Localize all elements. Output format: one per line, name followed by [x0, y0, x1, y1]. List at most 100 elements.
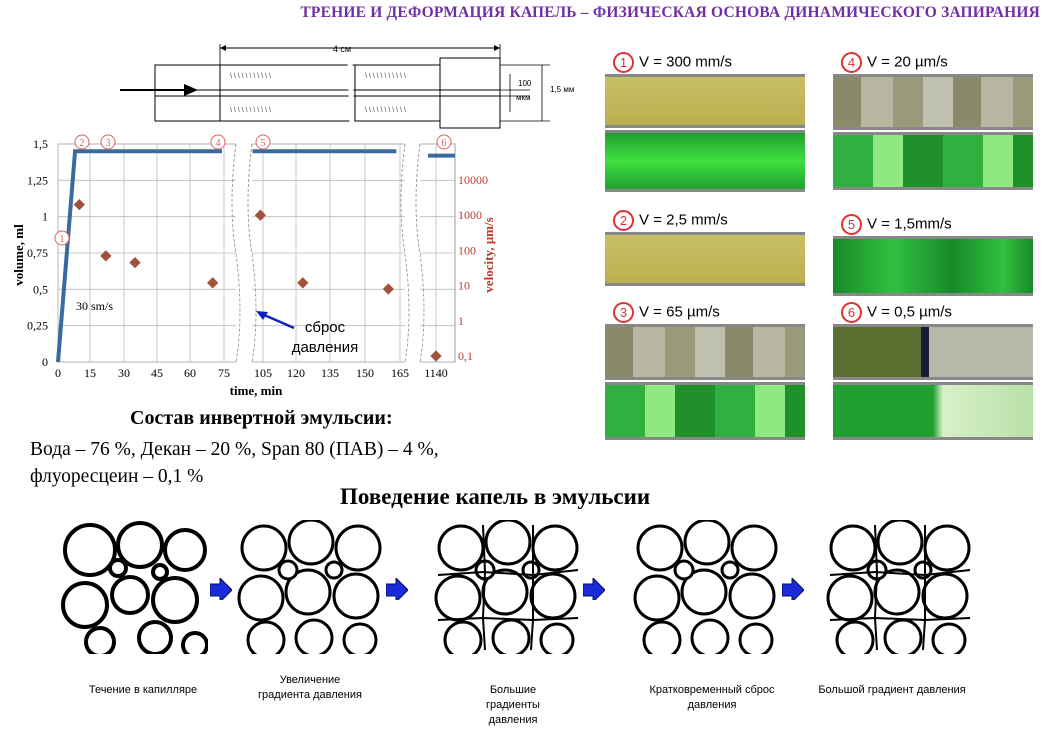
- droplet: [84, 626, 116, 654]
- capillary-photo: [833, 132, 1033, 190]
- velocity-point: [297, 277, 309, 289]
- y-tick-label: 0,5: [33, 282, 48, 296]
- droplet: [720, 560, 740, 580]
- composition-heading: Состав инвертной эмульсии:: [130, 407, 393, 429]
- capillary-photo: [605, 232, 805, 286]
- capillary-outer-label: 1,5 мм: [550, 85, 574, 94]
- droplet: [110, 575, 150, 615]
- x-tick-label: 30: [118, 366, 130, 380]
- marker-number: 2: [80, 138, 85, 149]
- x-tick-label: 45: [151, 366, 163, 380]
- droplet: [151, 576, 199, 624]
- droplet: [529, 572, 577, 620]
- y-axis-label: volume, ml: [11, 224, 26, 286]
- x-tick-label: 165: [391, 366, 409, 380]
- y-tick-label: 1,25: [27, 173, 48, 187]
- droplet: [342, 622, 378, 654]
- marker-number: 4: [216, 138, 221, 149]
- svg-text:\ \ \ \ \ \ \ \ \ \ \: \ \ \ \ \ \ \ \ \ \ \: [365, 73, 406, 80]
- stage-caption: Большой градиент давления: [818, 684, 966, 696]
- capillary-gap-label: 100: [518, 79, 532, 88]
- photo-velocity: V = 2,5 mm/s: [639, 211, 728, 229]
- y2-tick-label: 100: [458, 243, 476, 257]
- droplet: [61, 581, 109, 629]
- svg-text:\ \ \ \ \ \ \ \ \ \ \: \ \ \ \ \ \ \ \ \ \ \: [365, 107, 406, 114]
- capillary-photo: [605, 74, 805, 128]
- x-tick-label: 75: [218, 366, 230, 380]
- droplet: [531, 524, 579, 572]
- droplet: [690, 618, 730, 654]
- photo-velocity: V = 20 µm/s: [867, 53, 948, 71]
- droplet: [883, 618, 923, 654]
- arrow-right-icon: [782, 578, 804, 600]
- composition-line1: Вода – 76 %, Декан – 20 %, Span 80 (ПАВ)…: [30, 439, 439, 460]
- x-tick-label: 135: [321, 366, 339, 380]
- y2-tick-label: 1000: [458, 208, 482, 222]
- slope-label: 30 sm/s: [76, 299, 113, 313]
- droplet: [437, 524, 485, 572]
- droplet: [876, 520, 924, 566]
- capillary-gap-unit: мкм: [516, 93, 531, 102]
- photo-number: 2: [613, 210, 634, 231]
- photo-number: 3: [613, 302, 634, 323]
- arrow-right-icon: [210, 578, 232, 600]
- x-axis-label: time, min: [230, 383, 283, 398]
- y-tick-label: 0: [42, 355, 48, 369]
- marker-number: 3: [106, 138, 111, 149]
- y-tick-label: 0,75: [27, 246, 48, 260]
- velocity-point: [382, 283, 394, 295]
- page-title: ТРЕНИЕ И ДЕФОРМАЦИЯ КАПЕЛЬ – ФИЗИЧЕСКАЯ …: [300, 4, 1040, 21]
- y-tick-label: 0,25: [27, 319, 48, 333]
- droplet: [835, 620, 875, 654]
- photo-label: 1 V = 300 mm/s: [613, 52, 732, 73]
- droplet: [324, 560, 344, 580]
- marker-circle: [100, 134, 116, 150]
- capillary-photo: [605, 130, 805, 192]
- y2-tick-label: 10: [458, 279, 470, 293]
- svg-text:\ \ \ \ \ \ \ \ \ \ \: \ \ \ \ \ \ \ \ \ \ \: [230, 73, 271, 80]
- droplet: [642, 620, 682, 654]
- stage-caption: Течение в капилляре: [88, 684, 198, 696]
- y2-tick-label: 1: [458, 314, 464, 328]
- x-tick-label: 15: [84, 366, 96, 380]
- droplet: [826, 574, 874, 622]
- stage-caption: Увеличение градиента давления: [258, 674, 362, 701]
- droplet: [284, 568, 332, 616]
- marker-circle: [54, 230, 70, 246]
- droplet-illustration: [434, 520, 579, 654]
- marker-circle: [436, 134, 452, 150]
- droplet: [294, 618, 334, 654]
- annotation-arrowhead: [256, 311, 268, 320]
- arrow-right-icon: [386, 578, 408, 600]
- droplet-illustration: [61, 521, 208, 654]
- y2-tick-label: 10000: [458, 173, 488, 187]
- axis-break-line: [247, 143, 257, 363]
- droplet: [181, 631, 208, 654]
- behavior-heading: Поведение капель в эмульсии: [340, 484, 651, 509]
- marker-number: 6: [442, 138, 447, 149]
- capillary-photo: [605, 382, 805, 440]
- axis-break-line: [231, 143, 241, 363]
- droplet: [63, 523, 117, 577]
- droplet: [636, 524, 684, 572]
- droplet: [633, 574, 681, 622]
- composition-line2: флуоресцеин – 0,1 %: [30, 466, 204, 487]
- x-tick-label: 1140: [424, 366, 448, 380]
- annotation-arrow: [261, 312, 295, 330]
- marker-circle: [210, 134, 226, 150]
- droplet: [108, 558, 128, 578]
- photo-number: 6: [841, 302, 862, 323]
- marker-circle: [74, 134, 90, 150]
- droplet: [873, 568, 921, 616]
- velocity-point: [430, 350, 442, 362]
- photo-label: 3 V = 65 µm/s: [613, 302, 720, 323]
- photo-velocity: V = 1,5mm/s: [867, 215, 952, 233]
- droplet-illustration: [237, 520, 382, 654]
- marker-circle: [255, 134, 271, 150]
- annotation-line1: сброс: [305, 319, 346, 336]
- photo-label: 2 V = 2,5 mm/s: [613, 210, 728, 231]
- droplet: [491, 618, 531, 654]
- capillary-photo: [605, 324, 805, 380]
